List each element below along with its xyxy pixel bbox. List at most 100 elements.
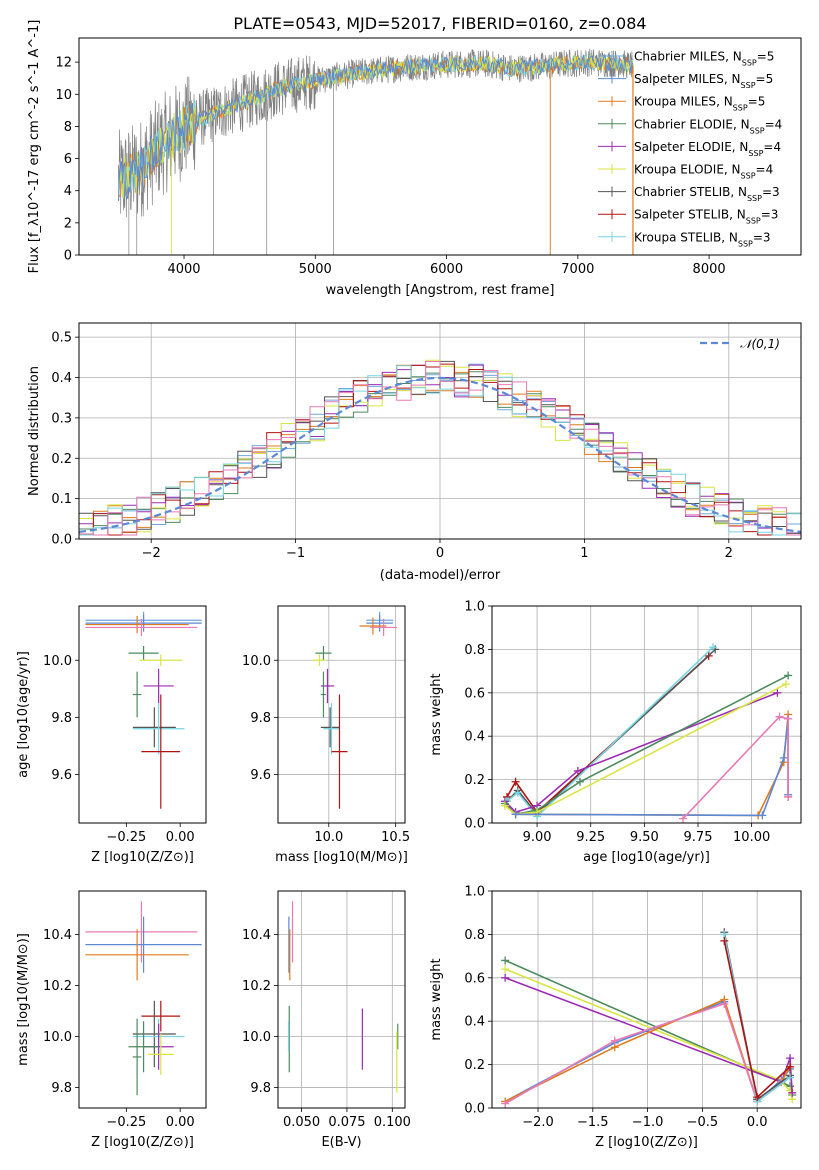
weight-line bbox=[504, 683, 787, 816]
weight-marker bbox=[786, 1073, 795, 1082]
x-tick-label: 4000 bbox=[167, 262, 200, 277]
weight-vs-age-series bbox=[500, 643, 793, 823]
y-tick-label: 1.0 bbox=[464, 885, 485, 900]
legend-model-name: Kroupa ELODIE bbox=[634, 163, 724, 177]
legend-label: Chabrier ELODIE, NSSP=4 bbox=[634, 117, 782, 135]
legend-label: 𝒩(0,1) bbox=[740, 337, 780, 351]
y-tick-label: 9.8 bbox=[250, 1081, 271, 1096]
histogram-area bbox=[79, 359, 801, 536]
x-tick-label: −2.0 bbox=[522, 1115, 554, 1130]
x-axis-label: E(B-V) bbox=[321, 1135, 361, 1150]
age-vs-Z-frame bbox=[78, 605, 207, 824]
y-tick-label: 0.1 bbox=[51, 492, 72, 507]
y-tick-label: 0.5 bbox=[51, 331, 72, 346]
legend-nssp-value: 3 bbox=[763, 230, 771, 244]
weight-marker bbox=[784, 792, 793, 801]
y-axis-label: mass weight bbox=[429, 673, 444, 755]
weight-marker bbox=[501, 965, 510, 974]
legend-nssp-eq: = bbox=[763, 140, 773, 154]
y-tick-label: 2 bbox=[64, 216, 72, 231]
y-tick-label: 0.4 bbox=[464, 730, 485, 745]
weight-marker bbox=[610, 1036, 619, 1045]
y-tick-label: 0.6 bbox=[464, 971, 485, 986]
weight-marker bbox=[758, 811, 767, 820]
weight-marker bbox=[781, 680, 790, 689]
weight-marker bbox=[501, 956, 510, 965]
weight-line bbox=[504, 692, 778, 814]
weight-line bbox=[682, 715, 789, 820]
weight-marker bbox=[513, 788, 522, 797]
legend-nssp-eq: = bbox=[753, 230, 763, 244]
x-tick-label: −1 bbox=[286, 546, 305, 561]
x-axis-label: (data-model)/error bbox=[380, 568, 501, 583]
y-axis-label: mass [log10(M/M⊙)] bbox=[16, 933, 31, 1066]
y-axis-label: Normed distribution bbox=[27, 366, 42, 496]
y-tick-label: 0 bbox=[64, 249, 72, 264]
legend-nssp-value: 4 bbox=[766, 163, 774, 177]
weight-vs-Z-frame bbox=[491, 890, 802, 1109]
y-tick-label: 0.2 bbox=[464, 1058, 485, 1073]
legend-nssp-sub: SSP bbox=[750, 126, 765, 135]
y-tick-label: 12 bbox=[55, 56, 72, 71]
x-tick-label: −1.0 bbox=[632, 1115, 664, 1130]
x-tick-label: 9.25 bbox=[576, 830, 605, 845]
x-tick-label: 0.075 bbox=[328, 1115, 365, 1130]
histogram-series bbox=[79, 365, 801, 536]
x-tick-label: 6000 bbox=[430, 262, 463, 277]
legend-model-name: Salpeter MILES bbox=[634, 72, 724, 86]
legend-nssp-sub: SSP bbox=[748, 148, 763, 157]
y-tick-label: 10.0 bbox=[242, 1030, 271, 1045]
legend-nssp-value: 5 bbox=[758, 95, 766, 109]
y-tick-label: 0.0 bbox=[51, 533, 72, 548]
legend-nssp-value: 4 bbox=[773, 140, 781, 154]
y-tick-label: 0.3 bbox=[51, 411, 72, 426]
legend-nssp-prefix: , N bbox=[729, 208, 746, 222]
x-axis-label: age [log10(age/yr)] bbox=[583, 850, 710, 865]
y-tick-label: 9.8 bbox=[250, 711, 271, 726]
x-tick-label: −0.25 bbox=[106, 830, 146, 845]
weight-marker bbox=[511, 777, 520, 786]
x-tick-label: −0.5 bbox=[687, 1115, 719, 1130]
legend-nssp-prefix: , N bbox=[721, 230, 738, 244]
y-axis-label: mass weight bbox=[429, 958, 444, 1040]
mass-vs-Z-points bbox=[85, 901, 202, 1096]
legend-nssp-prefix: , N bbox=[724, 163, 741, 177]
x-axis-label: Z [log10(Z/Z⊙)] bbox=[91, 1135, 194, 1150]
weight-marker bbox=[573, 766, 582, 775]
y-tick-label: 10.0 bbox=[43, 654, 72, 669]
weight-marker bbox=[753, 1093, 762, 1102]
x-tick-label: 0.00 bbox=[166, 1115, 195, 1130]
x-tick-label: 0.00 bbox=[166, 830, 195, 845]
legend-label: Salpeter MILES, NSSP=5 bbox=[634, 72, 773, 90]
legend-nssp-value: 3 bbox=[772, 185, 780, 199]
legend-nssp-prefix: , N bbox=[725, 50, 742, 64]
x-tick-label: 0 bbox=[436, 546, 444, 561]
legend-nssp-eq: = bbox=[756, 163, 766, 177]
legend-label: Kroupa MILES, NSSP=5 bbox=[634, 95, 765, 113]
x-tick-label: −2 bbox=[142, 546, 161, 561]
legend-nssp-eq: = bbox=[762, 185, 772, 199]
legend-nssp-prefix: , N bbox=[716, 95, 733, 109]
legend-nssp-sub: SSP bbox=[733, 103, 748, 112]
legend-nssp-value: 4 bbox=[775, 117, 783, 131]
y-axis-label: Flux [f_λ10^-17 erg cm^-2 s^-1 A^-1] bbox=[27, 20, 42, 274]
weight-marker bbox=[784, 671, 793, 680]
y-tick-label: 0.8 bbox=[464, 643, 485, 658]
x-tick-label: 5000 bbox=[299, 262, 332, 277]
legend-label: Chabrier MILES, NSSP=5 bbox=[634, 50, 774, 68]
weight-marker bbox=[779, 753, 788, 762]
x-tick-label: 0.0 bbox=[747, 1115, 768, 1130]
y-tick-label: 0.2 bbox=[51, 452, 72, 467]
weight-marker bbox=[788, 1088, 797, 1097]
legend-nssp-sub: SSP bbox=[738, 239, 753, 248]
y-tick-label: 10.2 bbox=[242, 979, 271, 994]
weight-marker bbox=[501, 1099, 510, 1108]
weight-marker bbox=[786, 1054, 795, 1063]
y-tick-label: 10 bbox=[55, 88, 72, 103]
legend-model-name: Chabrier STELIB bbox=[634, 185, 730, 199]
spectrum-frame bbox=[78, 37, 802, 256]
y-tick-label: 10.2 bbox=[43, 979, 72, 994]
mass-vs-Z-frame bbox=[78, 890, 207, 1109]
y-tick-label: 9.8 bbox=[51, 1081, 72, 1096]
normal-curve bbox=[79, 376, 801, 533]
